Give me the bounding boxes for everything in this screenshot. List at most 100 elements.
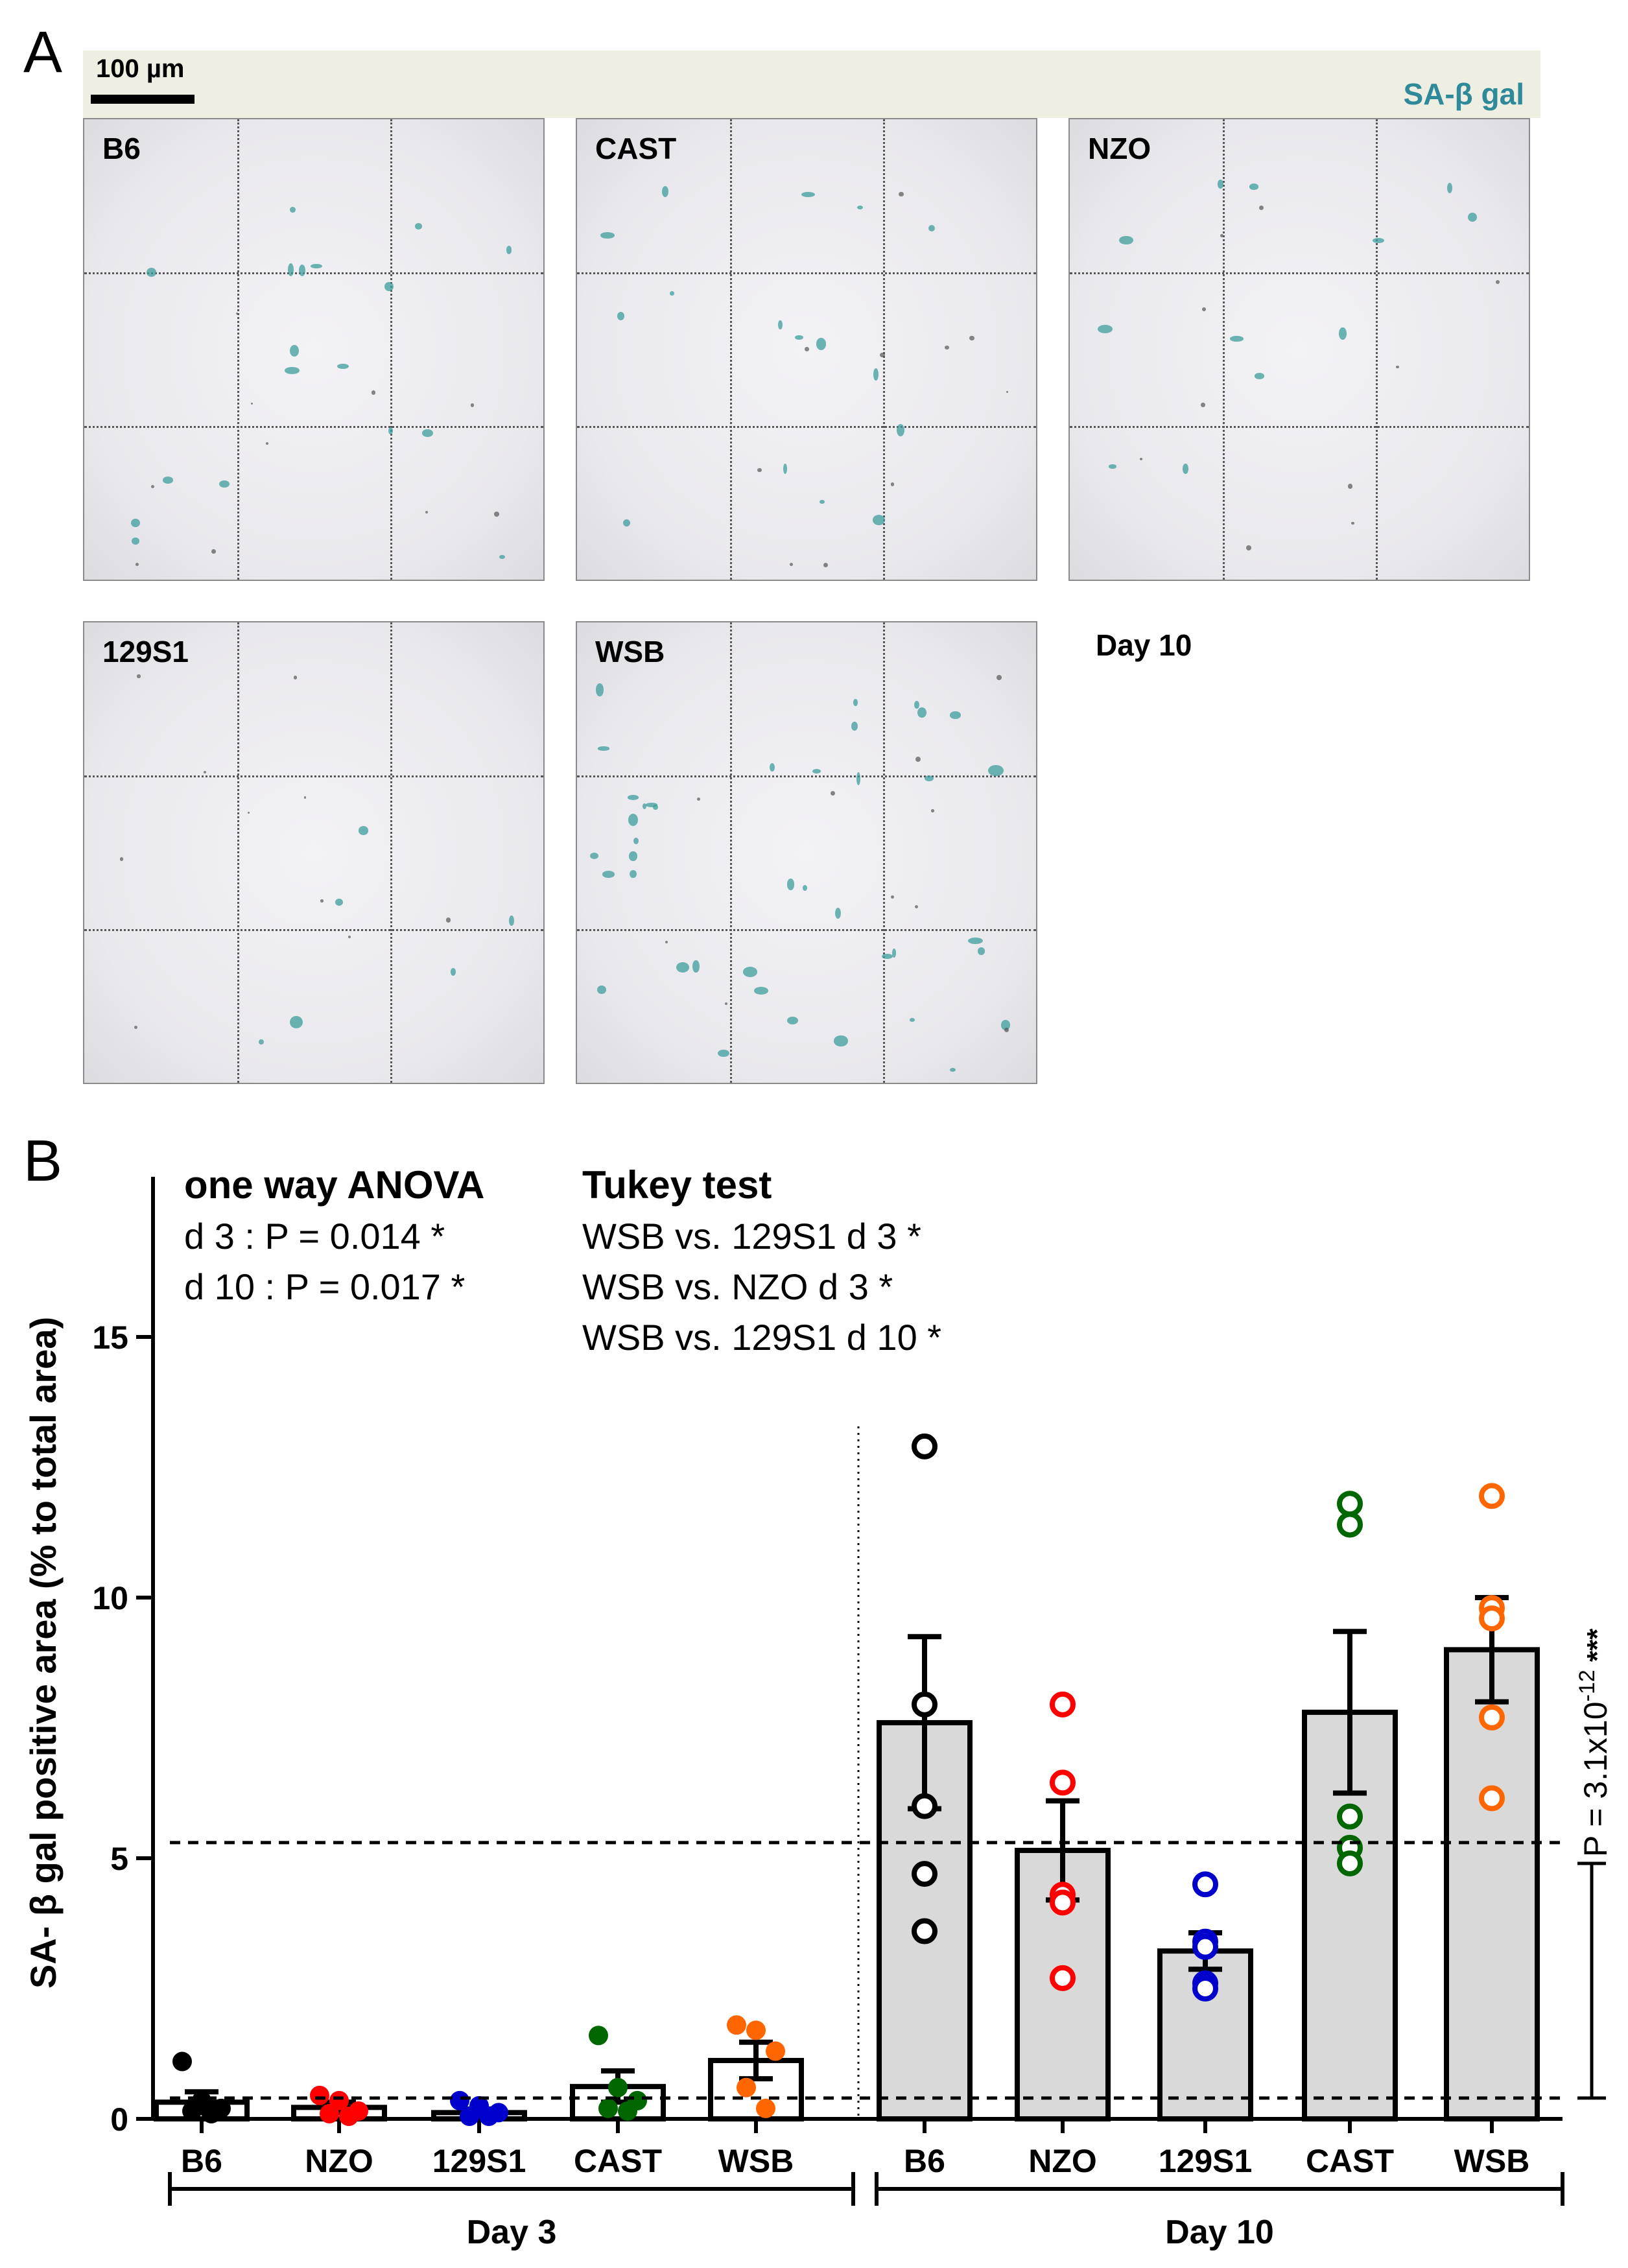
tukey-line-1: WSB vs. 129S1 d 3 * <box>582 1216 921 1257</box>
data-point <box>1337 1491 1363 1517</box>
data-point <box>320 2103 339 2123</box>
stain-spot <box>1119 235 1134 245</box>
data-point <box>912 1433 938 1459</box>
timepoint-label: Day 10 <box>1096 628 1192 662</box>
stain-spot <box>506 246 512 254</box>
stain-spot <box>630 869 637 879</box>
anova-line-d3: d 3 : P = 0.014 * <box>184 1216 445 1257</box>
debris-speck <box>805 346 810 351</box>
data-point <box>766 2041 785 2061</box>
data-point <box>912 1793 938 1819</box>
stain-spot <box>872 515 885 526</box>
data-point <box>756 2098 775 2118</box>
debris-speck <box>265 442 268 445</box>
stain-spot <box>816 338 827 350</box>
group-label: Day 10 <box>1165 2214 1274 2251</box>
stain-spot <box>298 264 305 277</box>
stain-spot <box>147 267 157 277</box>
stain-spot <box>742 967 757 977</box>
stain-spot <box>662 185 669 198</box>
data-point <box>1192 1933 1218 1960</box>
debris-speck <box>890 482 895 486</box>
debris-speck <box>203 770 207 774</box>
stain-spot <box>1255 373 1265 379</box>
data-point <box>618 2101 637 2121</box>
stain-spot <box>801 191 816 197</box>
debris-speck <box>251 403 254 405</box>
debris-speck <box>137 674 141 678</box>
panel-b-letter: B <box>23 1129 63 1194</box>
debris-speck <box>914 904 919 909</box>
x-tick-label: 129S1 <box>432 2143 526 2179</box>
debris-speck <box>1347 484 1353 489</box>
stain-spot <box>335 898 344 906</box>
stain-spot <box>856 205 863 209</box>
debris-speck <box>150 484 154 489</box>
stain-spot <box>290 344 300 357</box>
debris-speck <box>248 811 250 814</box>
stain-spot <box>218 480 230 488</box>
stain-spot <box>421 429 433 437</box>
stain-spot <box>820 499 825 504</box>
stain-spot <box>642 803 646 810</box>
y-tick-label: 5 <box>110 1841 128 1877</box>
data-point <box>310 2085 329 2105</box>
stain-spot <box>794 335 803 340</box>
stain-spot <box>917 707 927 718</box>
debris-speck <box>211 549 216 554</box>
stain-spot <box>628 814 639 827</box>
stain-spot <box>928 225 935 232</box>
debris-speck <box>891 895 895 899</box>
data-point <box>1050 1769 1076 1796</box>
p-value-base: P = 3.1x10 <box>1577 1701 1614 1857</box>
stain-spot <box>881 954 893 960</box>
stain-spot <box>950 711 961 719</box>
micrograph-b6: B6 <box>83 118 545 581</box>
stain-spot <box>590 852 599 859</box>
stain-spot <box>856 772 860 785</box>
stain-spot <box>633 837 639 845</box>
micrograph-wsb: WSB <box>576 621 1037 1084</box>
stain-spot <box>669 291 675 296</box>
debris-speck <box>880 352 885 358</box>
stain-spot <box>288 263 294 276</box>
x-tick-label: WSB <box>1454 2143 1530 2179</box>
stain-spot <box>358 826 369 835</box>
micrograph-129s1: 129S1 <box>83 621 545 1084</box>
stain-spot <box>853 699 858 706</box>
x-tick-label: NZO <box>305 2143 373 2179</box>
stain-spot <box>786 1017 798 1025</box>
group-label: Day 3 <box>467 2214 557 2251</box>
stain-spot <box>1217 180 1224 189</box>
data-point <box>1050 1965 1076 1991</box>
tukey-line-2: WSB vs. NZO d 3 * <box>582 1266 893 1307</box>
x-tick-label: NZO <box>1028 2143 1097 2179</box>
stain-spot <box>508 915 515 926</box>
data-point <box>589 2026 608 2046</box>
stain-spot <box>290 207 296 213</box>
image-header-bar <box>83 51 1540 118</box>
data-point <box>1050 1889 1076 1916</box>
debris-speck <box>1396 366 1399 369</box>
data-point <box>339 2106 359 2126</box>
debris-speck <box>470 403 474 407</box>
stain-spot <box>718 1049 729 1057</box>
stain-spot <box>415 223 423 230</box>
micrograph-label: WSB <box>595 635 665 668</box>
debris-speck <box>790 563 793 567</box>
data-point <box>1337 1850 1363 1877</box>
stain-spot <box>692 960 700 973</box>
data-point <box>737 2077 756 2097</box>
stain-spot <box>629 851 637 861</box>
x-tick-label: WSB <box>718 2143 794 2179</box>
debris-speck <box>1202 307 1206 312</box>
stain-spot <box>802 884 807 892</box>
data-point <box>912 1691 938 1718</box>
x-tick-label: B6 <box>181 2143 222 2179</box>
y-tick-label: 15 <box>92 1319 128 1356</box>
anova-line-d10: d 10 : P = 0.017 * <box>184 1266 465 1307</box>
x-tick-label: 129S1 <box>1159 2143 1253 2179</box>
stain-spot <box>285 367 300 374</box>
stain-spot <box>778 320 783 330</box>
debris-speck <box>1495 280 1500 285</box>
